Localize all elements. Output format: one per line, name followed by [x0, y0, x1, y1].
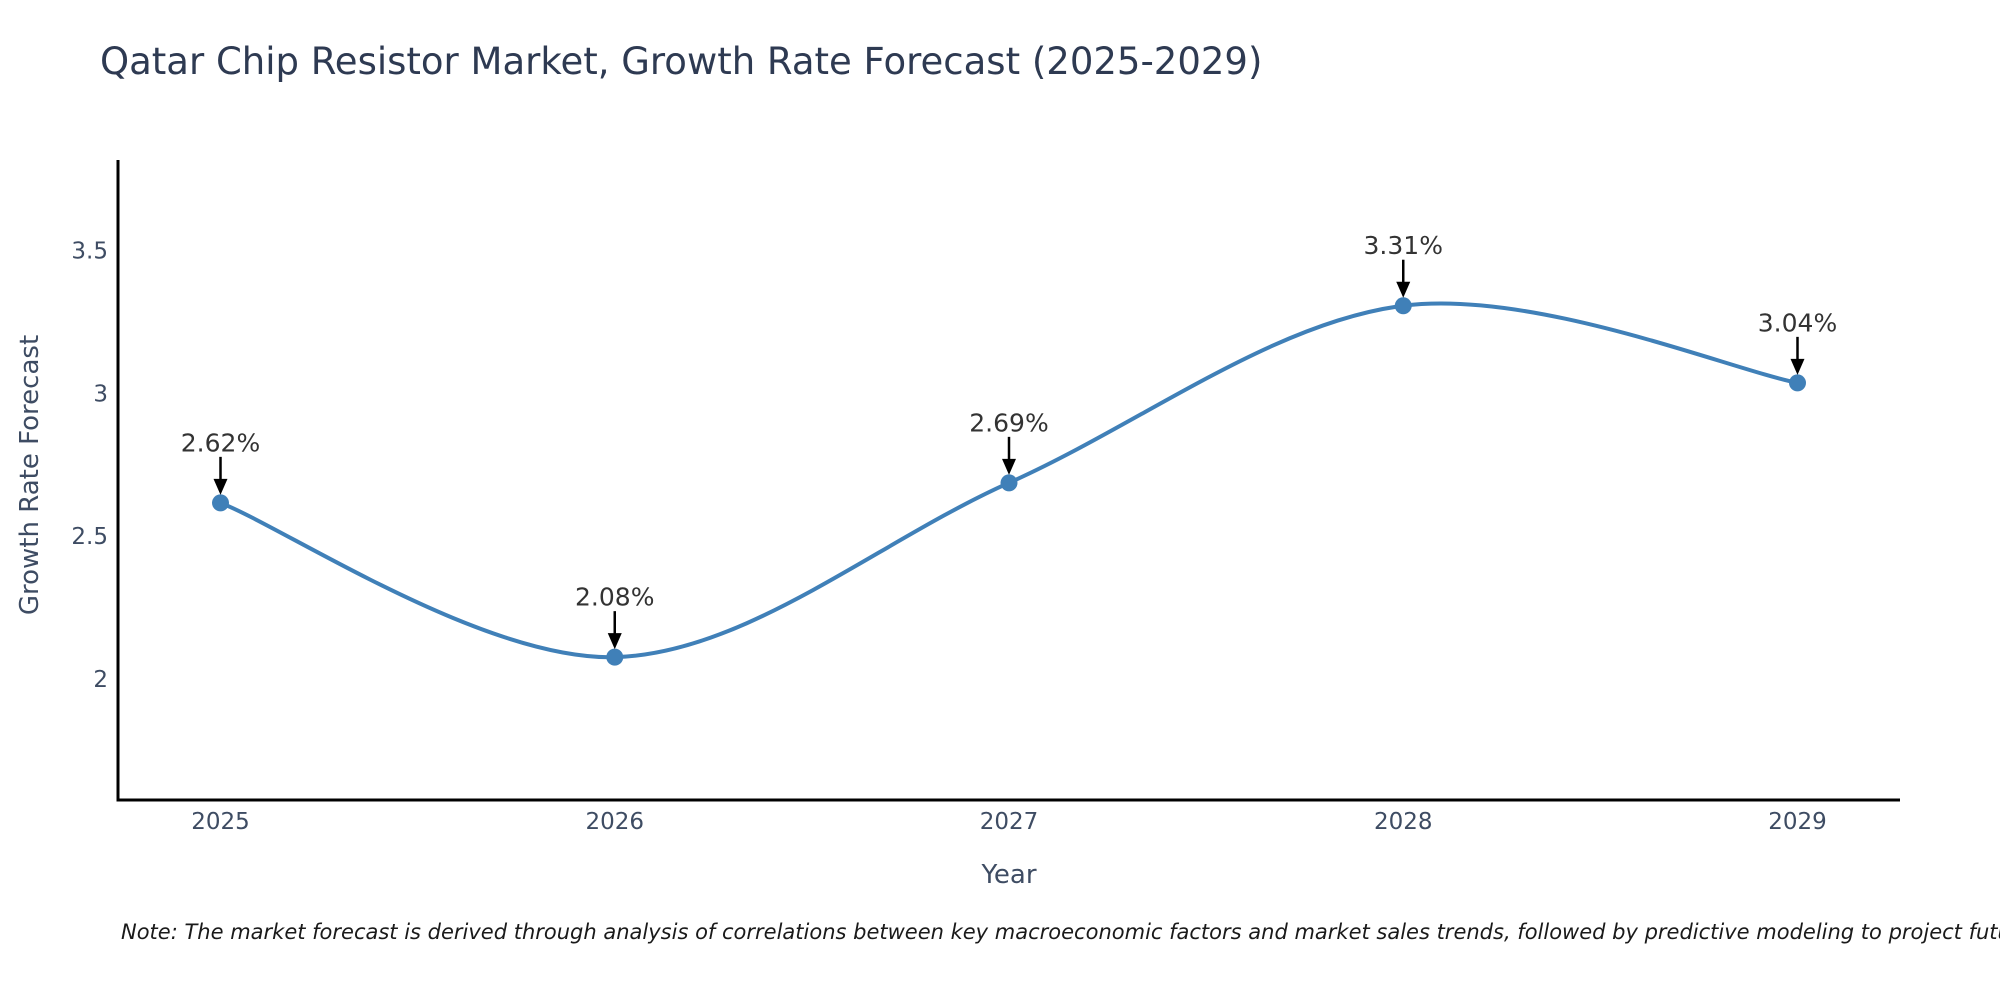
- annotation-arrow-head: [607, 633, 622, 650]
- annotation-label: 2.69%: [969, 408, 1048, 437]
- plot-layer: 2 2.5 3 3.5 2025 2026 2027 2028 2029 2.62% 2.08% 2.…: [71, 160, 1900, 835]
- x-tick-label: 2026: [585, 809, 644, 835]
- data-point-marker: [1394, 297, 1412, 315]
- annotation-label: 2.62%: [181, 428, 260, 457]
- footnote: Note: The market forecast is derived thr…: [121, 920, 2000, 944]
- y-tick-label: 3: [93, 381, 108, 407]
- y-tick-label: 2: [93, 667, 108, 693]
- x-tick-label: 2027: [980, 809, 1039, 835]
- x-axis-title: Year: [980, 860, 1036, 890]
- annotation-label: 3.31%: [1364, 231, 1443, 260]
- x-tick-label: 2028: [1374, 809, 1433, 835]
- data-point-marker: [606, 648, 624, 666]
- annotation-arrow-head: [213, 478, 228, 495]
- annotation-arrow-head: [1396, 281, 1411, 298]
- axis-spines: [116, 160, 1900, 802]
- annotation-label: 3.04%: [1758, 308, 1837, 337]
- annotation-arrow-head: [1002, 458, 1016, 475]
- y-axis-title: Growth Rate Forecast: [15, 335, 45, 615]
- x-tick-label: 2029: [1768, 809, 1827, 835]
- x-tick-label: 2025: [191, 809, 250, 835]
- y-tick-label: 3.5: [71, 238, 108, 264]
- data-point-marker: [1788, 374, 1806, 392]
- chart-title: Qatar Chip Resistor Market, Growth Rate …: [100, 40, 1263, 83]
- annotation-label: 2.08%: [575, 583, 654, 612]
- data-point-marker: [1000, 474, 1018, 492]
- annotation-arrow-head: [1790, 358, 1805, 375]
- data-point-marker: [212, 494, 230, 512]
- y-tick-label: 2.5: [71, 524, 108, 550]
